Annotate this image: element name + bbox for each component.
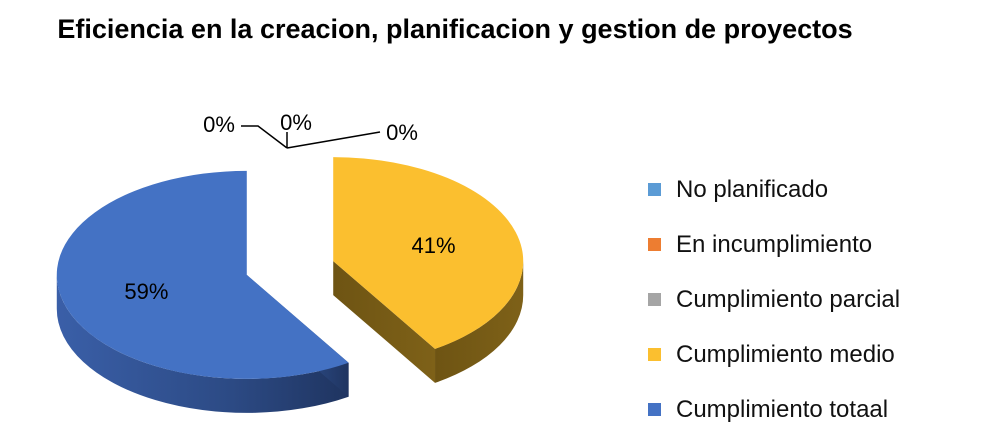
- legend-label: Cumplimiento medio: [676, 340, 895, 368]
- slice-cumplimiento-totaal: [56, 170, 349, 413]
- data-label-cumplimiento-medio: 41%: [412, 233, 456, 258]
- legend-item-no-planificado: No planificado: [648, 162, 900, 217]
- slice-cumplimiento-medio: [333, 157, 524, 383]
- slice-top: [56, 170, 349, 379]
- legend-label: Cumplimiento totaal: [676, 395, 889, 423]
- legend-label: En incumplimiento: [676, 230, 873, 258]
- legend-label: Cumplimiento parcial: [676, 285, 901, 313]
- legend-label: No planificado: [676, 175, 829, 203]
- legend: No planificado En incumplimiento Cumplimie…: [648, 162, 900, 437]
- leader-line-no-planificado: [241, 125, 288, 149]
- legend-item-cumplimiento-medio: Cumplimiento medio: [648, 327, 900, 382]
- legend-swatch: [648, 293, 661, 306]
- data-label-en-incumplimiento: 0%: [280, 110, 312, 135]
- legend-swatch: [648, 348, 661, 361]
- leader-line-cumplimiento-parcial: [286, 131, 381, 149]
- data-label-cumplimiento-totaal: 59%: [124, 279, 168, 304]
- slice-cut-face: [333, 261, 436, 383]
- legend-swatch: [648, 183, 661, 196]
- legend-item-cumplimiento-parcial: Cumplimiento parcial: [648, 272, 900, 327]
- slice-side: [56, 274, 349, 413]
- legend-swatch: [648, 238, 661, 251]
- legend-swatch: [648, 403, 661, 416]
- data-label-no-planificado: 0%: [203, 112, 235, 137]
- data-label-cumplimiento-parcial: 0%: [386, 120, 418, 145]
- chart-title: Eficiencia en la creacion, planificacion…: [57, 14, 853, 44]
- legend-item-en-incumplimiento: En incumplimiento: [648, 217, 900, 272]
- legend-item-cumplimiento-totaal: Cumplimiento totaal: [648, 382, 900, 437]
- slice-side: [435, 261, 524, 383]
- slice-top: [333, 157, 524, 349]
